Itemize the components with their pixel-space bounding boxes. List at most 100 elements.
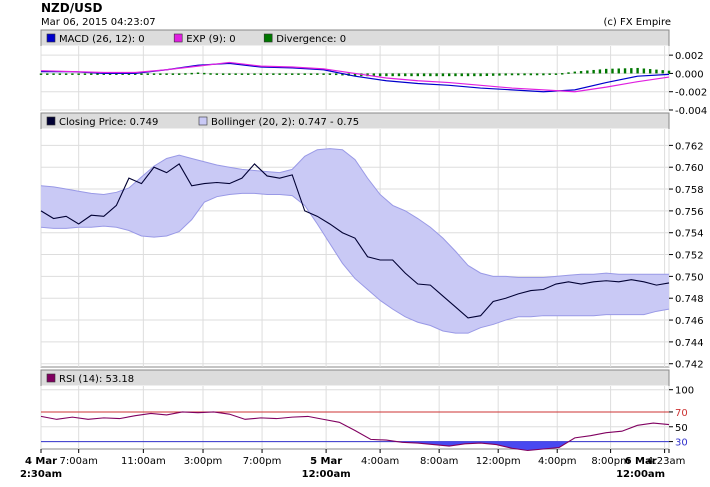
rsi-oversold-fill: [396, 441, 569, 451]
divergence-bar: [127, 73, 131, 75]
price-legend-swatch: [46, 116, 56, 126]
divergence-bar: [309, 73, 313, 75]
divergence-bar: [567, 72, 570, 74]
exp-line: [40, 61, 670, 93]
divergence-bar: [429, 73, 432, 77]
divergence-bar: [291, 73, 294, 75]
rsi-ytick-label: 30: [675, 438, 688, 449]
divergence-bar: [316, 73, 319, 75]
macd-legend-label: Divergence: 0: [276, 34, 346, 45]
divergence-bar: [491, 73, 495, 76]
macd-legend-label: EXP (9): 0: [186, 34, 235, 45]
price-ytick-label: 0.758: [675, 185, 704, 196]
divergence-bar: [642, 68, 646, 74]
divergence-bar: [498, 73, 501, 76]
closing-price-line: [40, 163, 670, 319]
divergence-bar: [454, 73, 457, 77]
divergence-bar: [190, 72, 193, 75]
price-legend-swatch: [198, 116, 208, 126]
divergence-bar: [96, 73, 99, 75]
bollinger-lower-line: [40, 192, 670, 334]
divergence-bar: [554, 73, 558, 75]
divergence-bar: [391, 73, 394, 77]
divergence-bar: [579, 71, 583, 74]
divergence-bar: [460, 73, 463, 77]
divergence-bar: [184, 73, 187, 75]
price-legend-bar: [41, 113, 669, 129]
divergence-bar: [247, 73, 250, 75]
divergence-bar: [278, 73, 281, 75]
x-tick-label: 4 Mar: [25, 456, 57, 467]
rsi-ytick-label: 70: [675, 408, 688, 419]
divergence-bar: [397, 73, 401, 77]
divergence-bar: [177, 73, 181, 75]
rsi-legend-swatch: [46, 373, 56, 383]
divergence-bar: [39, 73, 43, 75]
divergence-bar: [504, 73, 507, 76]
divergence-bar: [648, 69, 652, 74]
divergence-bar: [334, 73, 338, 76]
rsi-line: [40, 411, 670, 452]
divergence-bar: [435, 73, 438, 77]
macd-legend-swatch: [263, 33, 273, 43]
divergence-bar: [535, 73, 539, 76]
price-ytick-label: 0.746: [675, 316, 704, 327]
bollinger-upper-line: [40, 148, 669, 278]
divergence-bar: [611, 68, 614, 74]
divergence-bar: [561, 73, 564, 75]
x-tick-label: 2:30am: [20, 469, 62, 480]
x-tick-label: 7:00am: [60, 456, 98, 467]
divergence-bar: [52, 73, 55, 75]
divergence-bar: [655, 69, 658, 74]
divergence-bar: [328, 73, 332, 75]
divergence-bar: [140, 73, 143, 75]
x-tick-label: 7:00pm: [243, 456, 282, 467]
divergence-bar: [221, 73, 225, 75]
divergence-bar: [667, 70, 671, 74]
divergence-bar: [71, 73, 74, 75]
divergence-bar: [240, 73, 244, 75]
divergence-bar: [115, 73, 118, 75]
divergence-bar: [284, 73, 288, 75]
price-ytick-label: 0.760: [675, 163, 704, 174]
divergence-bar: [171, 73, 175, 75]
divergence-bar: [479, 73, 482, 77]
divergence-bar: [165, 73, 168, 75]
divergence-bar: [322, 73, 325, 75]
divergence-bar: [203, 72, 206, 75]
divergence-bar: [159, 73, 162, 75]
divergence-bar: [410, 73, 413, 77]
price-ytick-label: 0.744: [675, 338, 704, 349]
price-ytick-label: 0.750: [675, 272, 704, 283]
x-tick-label: 6 Mar: [625, 456, 657, 467]
divergence-bar: [297, 73, 300, 75]
x-tick-label: 12:00am: [302, 469, 351, 480]
divergence-bar: [272, 73, 275, 75]
macd-ytick-label: -0.004: [675, 106, 707, 117]
price-ytick-label: 0.748: [675, 294, 704, 305]
divergence-bar: [485, 73, 489, 76]
divergence-bar: [146, 73, 149, 75]
divergence-bar: [378, 73, 382, 77]
price-ytick-label: 0.762: [675, 141, 704, 152]
divergence-bar: [404, 73, 407, 77]
macd-legend-swatch: [46, 33, 56, 43]
divergence-bar: [441, 73, 445, 77]
macd-legend-swatch: [173, 33, 183, 43]
x-tick-label: 5 Mar: [310, 456, 342, 467]
divergence-bar: [64, 73, 68, 75]
rsi-ytick-label: 100: [675, 386, 694, 397]
divergence-bar: [196, 72, 200, 75]
divergence-bar: [517, 73, 520, 76]
divergence-bar: [108, 73, 112, 75]
divergence-bar: [102, 73, 105, 75]
price-legend-label: Closing Price: 0.749: [59, 117, 158, 128]
x-tick-label: 3:00pm: [184, 456, 223, 467]
divergence-bar: [152, 73, 156, 75]
macd-legend-label: MACD (26, 12): 0: [59, 34, 145, 45]
divergence-bar: [253, 73, 256, 75]
divergence-bar: [46, 73, 49, 75]
x-tick-label: 8:00pm: [591, 456, 630, 467]
divergence-bar: [83, 73, 87, 75]
